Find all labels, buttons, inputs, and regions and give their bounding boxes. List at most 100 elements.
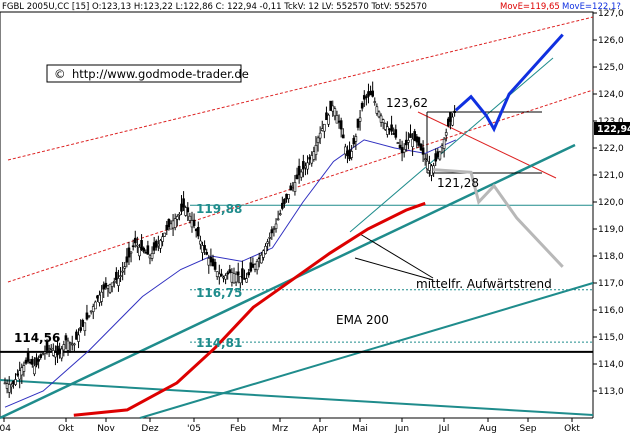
candle-body [148, 255, 152, 259]
candle-body [186, 207, 190, 213]
candle-body [289, 185, 293, 191]
candle-body [39, 354, 43, 358]
candle-body [253, 264, 257, 270]
candle-body [209, 256, 213, 263]
candle-body [115, 271, 118, 281]
candle-body [171, 220, 175, 229]
teal-thin-upper [349, 57, 554, 233]
candle-body [335, 115, 339, 124]
moving-averages [4, 139, 457, 417]
candle-body [142, 247, 145, 252]
candle-body [306, 162, 309, 170]
x-tick-label: Apr [312, 424, 328, 434]
candle-body [175, 216, 179, 220]
candle-body [291, 185, 295, 188]
candle-body [18, 370, 22, 380]
candle-body [440, 145, 444, 149]
y-tick-label: 125,0 [598, 63, 624, 73]
forecast-gray-path [432, 168, 564, 268]
candle-body [167, 218, 171, 228]
candle-body [272, 228, 276, 230]
forecast-paths [432, 33, 564, 268]
candle-body [77, 334, 80, 342]
candle-body [73, 343, 76, 346]
candle-body [285, 193, 288, 200]
candle-body [247, 272, 251, 276]
candle-body [108, 284, 112, 293]
x-tick-label: Jul [438, 424, 450, 434]
candle-body [224, 275, 227, 280]
candle-body [367, 91, 370, 97]
candle-body [278, 213, 282, 215]
candle-body [226, 272, 230, 275]
candle-body [102, 284, 106, 290]
candle-body [173, 218, 177, 228]
candle-body [123, 266, 127, 269]
candle-body [213, 261, 217, 270]
candle-body [159, 240, 162, 249]
candle-body [243, 277, 246, 280]
y-tick-label: 117,0 [598, 279, 624, 289]
candle-body [295, 174, 299, 180]
candle-body [232, 273, 236, 284]
candle-body [52, 350, 55, 356]
level-label-11481: 114,81 [196, 336, 242, 350]
x-tick-label: Sep [520, 424, 537, 434]
candle-body [398, 144, 402, 149]
candle-body [283, 198, 286, 204]
candle-body [140, 240, 143, 250]
x-tick-label: Jun [394, 424, 409, 434]
candle-body [453, 110, 456, 113]
candle-body [201, 245, 204, 253]
candle-body [373, 101, 377, 103]
candle-body [356, 118, 360, 128]
header-info: FGBL 2005U,CC [15] O:123,13 H:123,22 L:1… [2, 2, 427, 12]
pointer-line-2 [359, 233, 434, 279]
candle-body [54, 352, 57, 358]
candle-body [297, 165, 301, 176]
candle-body [146, 245, 150, 255]
candle-body [26, 351, 30, 362]
candle-body [409, 133, 412, 138]
y-tick-label: 124,0 [598, 90, 624, 100]
annotation-ema: EMA 200 [336, 313, 389, 327]
candle-body [81, 319, 85, 327]
candle-body [131, 245, 135, 248]
candle-body [83, 322, 87, 332]
candle-body [341, 134, 345, 139]
candle-body [255, 261, 259, 271]
watermark-url[interactable]: http://www.godmode-trader.de [72, 67, 249, 81]
candle-body [362, 95, 366, 100]
candle-body [375, 106, 379, 114]
copyright-symbol: © [54, 67, 66, 81]
candle-body [350, 151, 353, 158]
candle-body [16, 373, 19, 376]
candle-body [119, 275, 122, 277]
candle-body [276, 218, 280, 221]
candle-body [402, 149, 406, 153]
candle-body [205, 251, 208, 255]
candle-body [89, 310, 93, 313]
candle-body [91, 306, 95, 312]
candle-body [325, 112, 328, 121]
y-axis-panel [593, 12, 632, 435]
candle-body [127, 247, 131, 258]
header-move-e: MovE=119,65 [500, 2, 560, 12]
candle-body [144, 252, 148, 254]
candle-body [447, 118, 450, 127]
candle-body [241, 268, 244, 279]
candle-body [287, 194, 290, 199]
candle-body [24, 359, 28, 364]
candle-body [245, 278, 248, 283]
candle-body [327, 114, 330, 125]
candle-body [344, 146, 347, 155]
candle-body [268, 237, 272, 239]
candle-body [64, 335, 68, 341]
annotation-low: 121,28 [437, 176, 479, 190]
candle-body [302, 161, 305, 170]
candle-body [299, 171, 303, 178]
candle-body [192, 219, 196, 226]
candle-body [413, 131, 416, 141]
candle-body [394, 129, 398, 138]
candle-body [318, 132, 322, 139]
